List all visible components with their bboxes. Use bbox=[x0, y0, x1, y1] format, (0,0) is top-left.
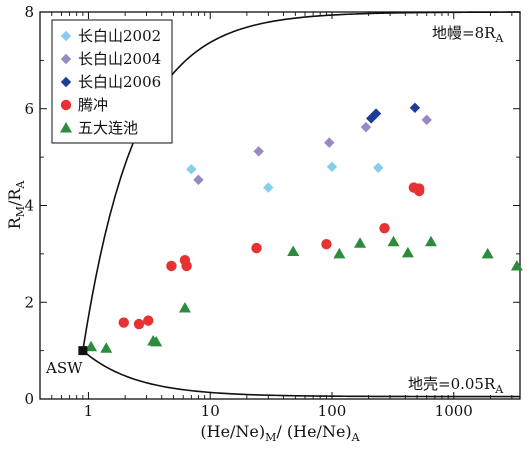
x-tick-label: 1000 bbox=[435, 402, 473, 420]
y-tick-label: 2 bbox=[24, 293, 34, 311]
data-point-triangle bbox=[481, 247, 494, 259]
data-point-triangle bbox=[150, 335, 163, 347]
asw-marker bbox=[78, 346, 88, 356]
legend-marker-diamond bbox=[60, 53, 72, 65]
y-axis: 0 2 4 6 8 bbox=[24, 3, 520, 408]
data-point-circle bbox=[181, 260, 192, 272]
data-point-circle bbox=[133, 318, 145, 330]
data-point-triangle bbox=[387, 235, 400, 247]
data-point-diamond bbox=[263, 182, 274, 193]
y-tick-label: 4 bbox=[24, 197, 34, 215]
data-point-diamond bbox=[373, 162, 384, 173]
legend-box bbox=[51, 19, 173, 144]
data-point-triangle bbox=[100, 342, 113, 353]
y-tick-label: 0 bbox=[24, 390, 34, 408]
data-point-diamond bbox=[324, 137, 335, 148]
y-tick-label: 8 bbox=[24, 3, 34, 21]
legend-label: 长白山2002 bbox=[78, 27, 161, 45]
data-point-circle bbox=[413, 183, 425, 194]
data-point-diamond bbox=[193, 174, 204, 186]
data-point-triangle bbox=[287, 245, 300, 256]
x-tick-label: 1 bbox=[84, 402, 94, 420]
data-point-triangle bbox=[401, 246, 414, 258]
x-axis: 1 10 100 1000 bbox=[39, 12, 513, 420]
legend-marker-triangle bbox=[60, 122, 72, 133]
x-tick-label: 100 bbox=[318, 402, 347, 420]
data-point-triangle bbox=[333, 247, 346, 259]
data-point-circle bbox=[321, 239, 332, 250]
data-point-circle bbox=[251, 242, 262, 254]
y-axis-label: RM/RA bbox=[5, 180, 27, 230]
data-point-diamond bbox=[253, 146, 264, 157]
data-point-triangle bbox=[85, 340, 98, 352]
data-point-triangle bbox=[510, 259, 523, 271]
data-point-diamond bbox=[370, 108, 382, 119]
data-point-diamond bbox=[421, 114, 432, 126]
data-point-triangle bbox=[424, 235, 437, 247]
legend-label: 腾冲 bbox=[78, 96, 108, 114]
legend-label: 五大连池 bbox=[78, 119, 138, 137]
y-tick-label: 6 bbox=[24, 100, 34, 118]
legend-marker-circle bbox=[60, 99, 72, 111]
crust-mixing-curve bbox=[82, 349, 520, 398]
data-point-circle bbox=[379, 223, 390, 234]
legend-marker-diamond bbox=[60, 76, 72, 88]
crust-curve-label: 地壳=0.05RA bbox=[408, 375, 504, 396]
legend-label: 长白山2004 bbox=[78, 50, 161, 68]
data-point-circle bbox=[166, 260, 177, 272]
mantle-curve-label: 地幔=8RA bbox=[432, 24, 504, 45]
data-point-diamond bbox=[409, 102, 421, 113]
data-point-triangle bbox=[178, 302, 191, 313]
data-point-circle bbox=[118, 317, 129, 328]
data-point-triangle bbox=[354, 237, 367, 248]
data-point-diamond bbox=[186, 164, 197, 175]
data-point-circle bbox=[143, 315, 154, 326]
asw-label: ASW bbox=[45, 359, 83, 377]
x-axis-label: (He/Ne)M/ (He/Ne)A bbox=[200, 422, 360, 444]
legend-marker-diamond bbox=[60, 30, 72, 42]
data-points bbox=[85, 102, 523, 353]
x-tick-label: 10 bbox=[201, 402, 220, 420]
legend-label: 长白山2006 bbox=[78, 73, 161, 91]
data-point-diamond bbox=[326, 161, 338, 172]
data-point-diamond bbox=[360, 121, 372, 133]
